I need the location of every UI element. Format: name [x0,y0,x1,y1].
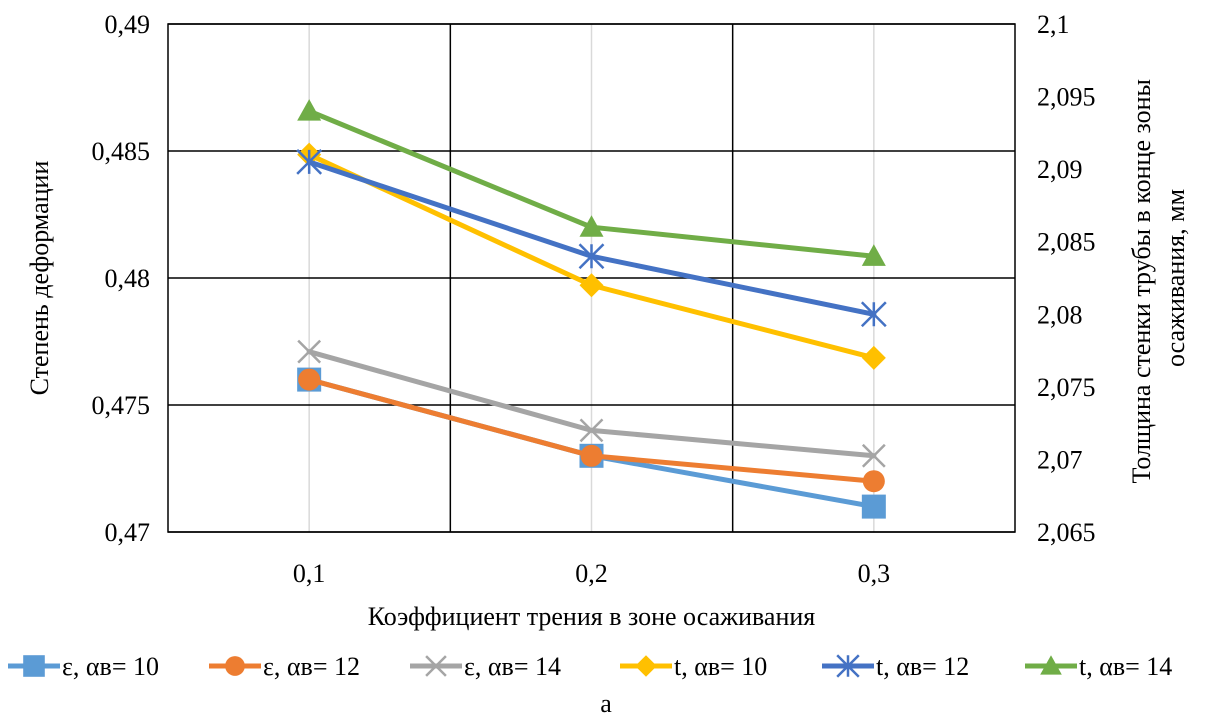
y-tick-label: 0,47 [105,518,151,547]
data-point-marker [23,655,45,677]
y2-tick-label: 2,085 [1037,228,1096,257]
x-tick-label: 0,3 [858,559,891,588]
data-point-marker [860,301,887,328]
legend-item: ε, αв= 10 [8,652,159,681]
y2-tick-label: 2,095 [1037,83,1096,112]
x-axis-title: Коэффициент трения в зоне осаживания [368,602,816,631]
legend-item: t, αв= 14 [1025,652,1172,681]
x-axis: 0,1 0,2 0,3 [293,559,890,588]
data-point-marker [579,418,604,443]
y-tick-label: 0,485 [92,137,151,166]
legend-label: ε, αв= 14 [464,652,561,681]
data-point-marker [297,99,322,121]
data-point-marker [635,655,657,677]
data-point-marker [579,273,604,298]
data-point-marker [861,443,886,468]
legend-label: t, αв= 10 [674,652,767,681]
data-point-marker [425,655,447,677]
data-point-marker [297,339,322,364]
data-point-marker [861,345,886,370]
y2-tick-label: 2,09 [1037,155,1083,184]
y2-tick-label: 2,075 [1037,373,1096,402]
legend-label: ε, αв= 12 [263,652,360,681]
data-point-marker [296,149,323,175]
figure-caption: а [600,689,612,718]
data-point-marker [225,656,245,676]
y2-tick-label: 2,065 [1037,518,1096,547]
y2-axis-title-line-2: осаживания, мм [1161,189,1190,367]
legend: ε, αв= 10 ε, αв= 12 ε, αв= 14 t, αв= 10 t, α… [8,652,1172,681]
y2-tick-label: 2,1 [1037,10,1070,39]
y-tick-label: 0,475 [92,391,151,420]
y-axis-right: 2,065 2,07 2,075 2,08 2,085 2,09 2,095 2,1 [1037,10,1096,547]
series-5 [296,149,887,328]
series-4 [297,142,886,370]
y2-axis-title: Толщина стенки трубы в конце зоны осажив… [1127,73,1190,484]
legend-item: ε, αв= 14 [410,652,561,681]
plot-area [167,23,1016,533]
series-6 [297,99,886,266]
y-axis-title: Степень деформации [25,161,54,396]
y2-tick-label: 2,07 [1037,445,1083,474]
legend-label: ε, αв= 10 [62,652,159,681]
x-tick-label: 0,1 [293,559,326,588]
data-point-marker [298,368,321,391]
data-point-marker [1040,655,1062,675]
x-tick-label: 0,2 [575,559,608,588]
y2-axis-title-line-1: Толщина стенки трубы в конце зоны [1127,79,1156,484]
series-3 [297,339,886,468]
data-point-marker [580,444,603,467]
legend-item: t, αв= 10 [620,652,767,681]
data-point-marker [862,470,885,493]
y-tick-label: 0,49 [105,10,151,39]
data-point-marker [578,243,605,270]
series-2 [298,368,885,493]
legend-item: ε, αв= 12 [209,652,360,681]
data-point-marker [579,215,604,237]
data-point-marker [861,494,886,519]
series-layer [296,99,887,519]
legend-item: t, αв= 12 [822,652,969,681]
data-point-marker [836,654,860,678]
y-tick-label: 0,48 [105,264,151,293]
y2-tick-label: 2,08 [1037,300,1083,329]
legend-label: t, αв= 14 [1079,652,1172,681]
legend-label: t, αв= 12 [876,652,969,681]
y-axis-left: 0,47 0,475 0,48 0,485 0,49 [92,10,151,547]
data-point-marker [861,244,886,266]
